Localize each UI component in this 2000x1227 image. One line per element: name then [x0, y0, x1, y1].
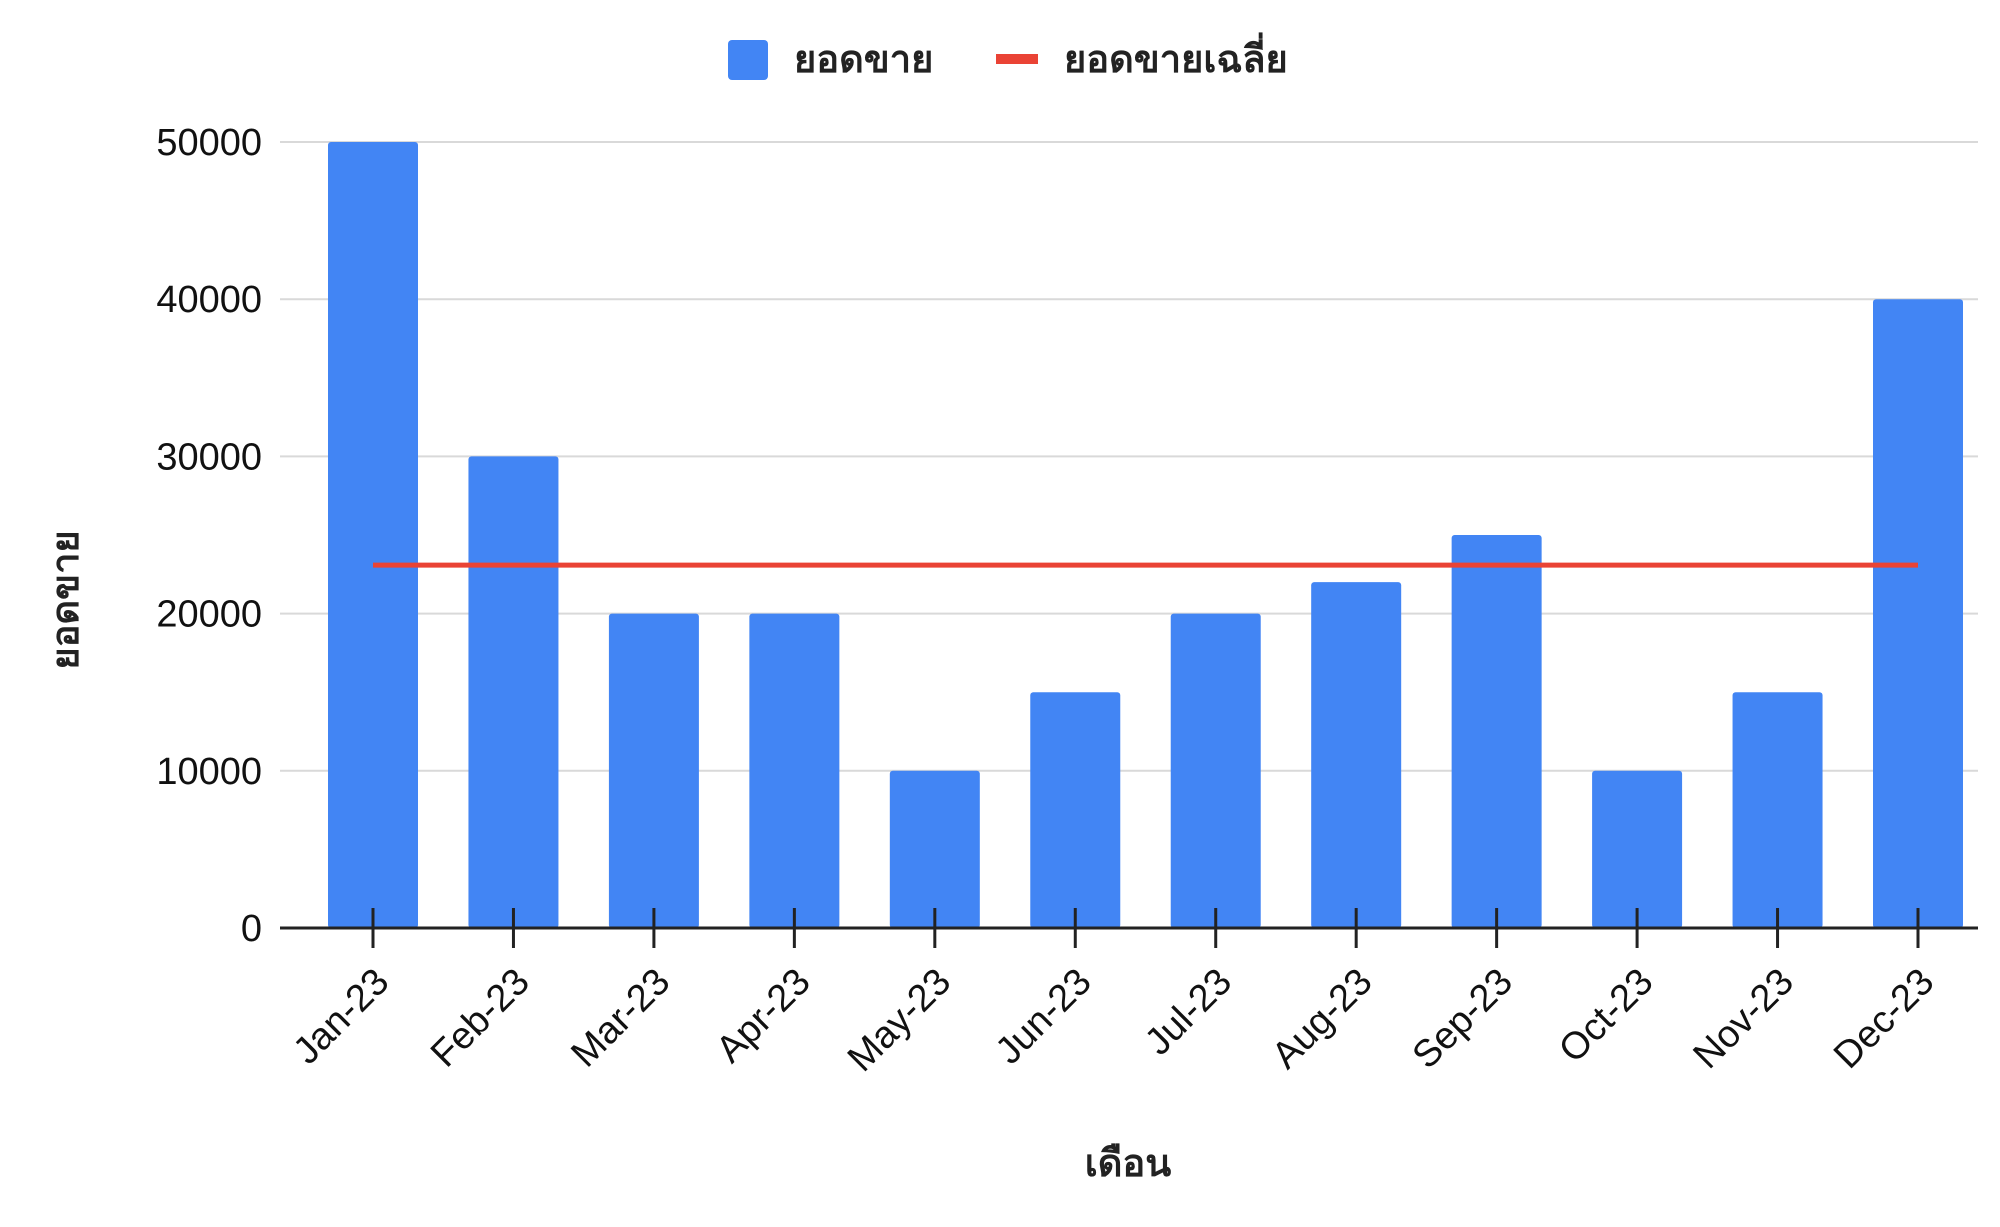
y-tick-labels: 0 10000 20000 30000 40000 50000 — [156, 122, 262, 950]
x-tick-label-jan-23: Jan-23 — [285, 961, 397, 1073]
bar-aug-23 — [1311, 582, 1402, 928]
bar-may-23 — [889, 770, 980, 928]
bar-dec-23 — [1873, 299, 1963, 928]
x-axis-title: เดือน — [1085, 1141, 1171, 1185]
bar-apr-23 — [749, 613, 840, 928]
x-tick-label-dec-23: Dec-23 — [1826, 961, 1942, 1077]
legend-label-average: ยอดขายเฉลี่ย — [1064, 32, 1288, 81]
x-tick-label-mar-23: Mar-23 — [563, 961, 678, 1076]
x-tick-labels: Jan-23 Feb-23 Mar-23 Apr-23 May-23 Jun-23 Jul-… — [285, 961, 1942, 1080]
y-tick-label-40000: 40000 — [156, 279, 262, 321]
bar-oct-23 — [1592, 770, 1683, 928]
x-tick-label-may-23: May-23 — [840, 961, 959, 1080]
x-tick-label-jul-23: Jul-23 — [1137, 961, 1240, 1064]
x-tick-label-nov-23: Nov-23 — [1686, 961, 1802, 1077]
x-tick-label-aug-23: Aug-23 — [1264, 961, 1380, 1077]
bar-jul-23 — [1170, 613, 1261, 928]
x-tick-label-oct-23: Oct-23 — [1551, 961, 1661, 1071]
bar-series — [328, 142, 1963, 928]
y-tick-label-10000: 10000 — [156, 751, 262, 793]
bar-nov-23 — [1732, 692, 1823, 928]
bar-jan-23 — [328, 142, 418, 928]
x-tick-label-feb-23: Feb-23 — [423, 961, 538, 1076]
x-tick-label-sep-23: Sep-23 — [1405, 961, 1521, 1077]
x-tick-label-jun-23: Jun-23 — [988, 961, 1100, 1073]
gridlines — [280, 141, 1978, 772]
bar-jun-23 — [1030, 692, 1121, 928]
y-tick-label-20000: 20000 — [156, 594, 262, 636]
legend-swatch-sales — [728, 40, 768, 80]
y-axis-title: ยอดขาย — [43, 530, 87, 669]
y-tick-label-50000: 50000 — [156, 122, 262, 164]
axes — [280, 908, 1978, 948]
y-tick-label-0: 0 — [241, 908, 262, 950]
legend: ยอดขาย ยอดขายเฉลี่ย — [728, 32, 1288, 81]
bar-sep-23 — [1451, 535, 1542, 928]
y-tick-label-30000: 30000 — [156, 436, 262, 478]
legend-label-sales: ยอดขาย — [794, 37, 933, 81]
bar-feb-23 — [468, 456, 559, 928]
bar-mar-23 — [608, 613, 699, 928]
legend-swatch-average — [996, 54, 1038, 64]
x-tick-label-apr-23: Apr-23 — [708, 961, 818, 1071]
